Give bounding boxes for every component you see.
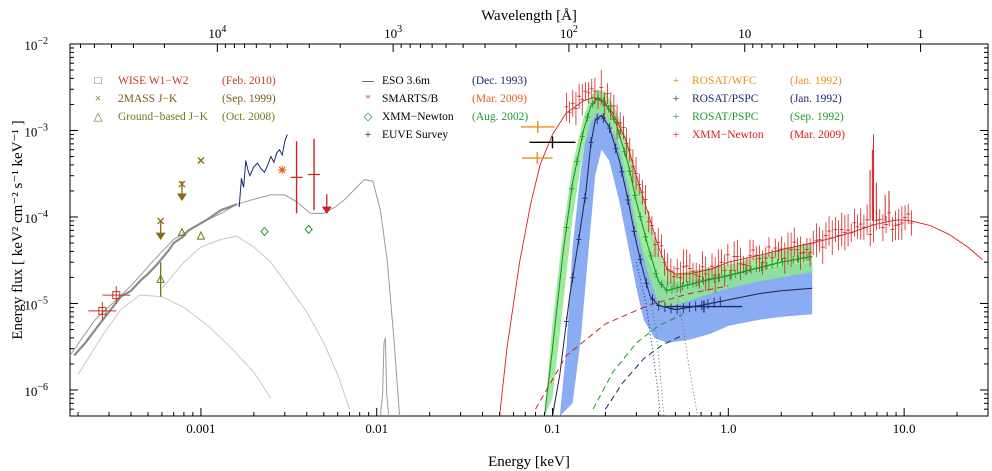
legend-label: ROSAT/WFC [692, 75, 757, 87]
upper-limit-arrow [321, 206, 332, 215]
series-sed_model_thick [73, 203, 238, 357]
upper-limit-arrow [177, 193, 187, 201]
data-points [88, 69, 914, 327]
y-tick-exponent: −5 [37, 295, 48, 306]
legend-date: (Mar. 2009) [790, 129, 845, 141]
legend-marker: × [95, 93, 102, 105]
legend-label: XMM−Newton [692, 129, 764, 141]
xmm2002-om-marker [260, 226, 269, 237]
legend-label: ESO 3.6m [382, 75, 430, 87]
legend-marker: + [365, 129, 372, 141]
twomass-marker [197, 157, 205, 164]
y-tick-label: 10−5 [24, 295, 48, 312]
series-sed_model_lower [161, 235, 350, 410]
legend: □ WISE W1−W2 (Feb. 2010) × 2MASS J−K (Sep. 19… [94, 75, 846, 141]
series-grey_spike [379, 337, 390, 417]
x-tick-label: 0.1 [544, 421, 560, 436]
x2-tick-exponent: 4 [221, 24, 226, 35]
legend-date: (Sep. 1992) [790, 111, 844, 123]
legend-marker: + [673, 129, 680, 141]
x-tick-label: 0.01 [365, 421, 388, 436]
x-tick-label: 0.001 [186, 421, 215, 436]
model-curves [69, 96, 983, 417]
y-tick-label: 10−3 [24, 122, 48, 139]
x2-axis-title: Wavelength [Å] [481, 8, 577, 24]
legend-label: Ground−based J−K [118, 111, 209, 123]
legend-date: (Feb. 2010) [222, 75, 276, 87]
upper-limit-arrow [155, 232, 166, 241]
y-tick-label: 10−2 [24, 36, 48, 53]
x2-tick-exponent: 2 [573, 24, 578, 35]
legend-date: (Mar. 2009) [472, 93, 527, 105]
legend-marker: + [673, 75, 680, 87]
x2-tick-exponent: 3 [397, 24, 402, 35]
x2-tick-label: 102 [560, 24, 578, 41]
series-dotted_purple [674, 288, 699, 417]
x-tick-label: 10.0 [893, 421, 916, 436]
y-tick-exponent: −2 [37, 36, 48, 47]
legend-label: WISE W1−W2 [118, 75, 189, 87]
legend-label: ROSAT/PSPC [692, 93, 759, 105]
legend-label: 2MASS J−K [118, 93, 178, 105]
x-tick-label: 1.0 [720, 421, 736, 436]
y-tick-exponent: −4 [37, 209, 48, 220]
ground-marker [196, 231, 206, 240]
legend-date: (Jan. 1992) [790, 75, 842, 87]
ground-marker [177, 227, 187, 237]
y-tick-label: 10−6 [24, 382, 48, 399]
legend-label: ROSAT/PSPC [692, 111, 759, 123]
series-dashed_navy [604, 334, 683, 410]
legend-marker: □ [95, 75, 102, 87]
legend-date: (Sep. 1999) [222, 93, 276, 105]
legend-marker: ◇ [364, 111, 373, 123]
legend-marker: △ [94, 111, 103, 123]
x2-tick-label: 103 [384, 24, 402, 41]
smarts-marker [278, 165, 287, 174]
legend-label: SMARTS/B [382, 93, 439, 105]
legend-marker: + [673, 111, 680, 123]
plot-frame [69, 43, 989, 417]
x-axis-title: Energy [keV] [488, 454, 570, 470]
legend-marker: — [361, 75, 374, 87]
series-dashed_red [535, 285, 729, 410]
legend-label: XMM−Newton [382, 111, 454, 123]
x2-tick-label: 104 [208, 24, 226, 41]
legend-date: (Oct. 2008) [222, 111, 275, 123]
legend-marker: + [673, 93, 680, 105]
legend-label: EUVE Survey [382, 129, 448, 141]
legend-date: (Aug. 2002) [472, 111, 528, 123]
series-dotted_navy [635, 262, 661, 417]
y-tick-exponent: −3 [37, 122, 48, 133]
legend-date: (Jan. 1992) [790, 93, 842, 105]
series-sed_model_tail [77, 294, 272, 399]
xmm2002-om-marker [304, 224, 313, 235]
y-tick-exponent: −6 [37, 382, 48, 393]
y-axis-title: Energy flux [ keV² cm⁻² s⁻¹ keV⁻¹ ] [10, 120, 26, 339]
x2-tick-label: 1 [917, 26, 924, 41]
legend-date: (Dec. 1993) [472, 75, 527, 87]
series-eso_spectrum [238, 134, 288, 208]
y-tick-label: 10−4 [24, 209, 48, 226]
x2-tick-label: 10 [738, 26, 751, 41]
legend-marker: * [365, 93, 371, 105]
